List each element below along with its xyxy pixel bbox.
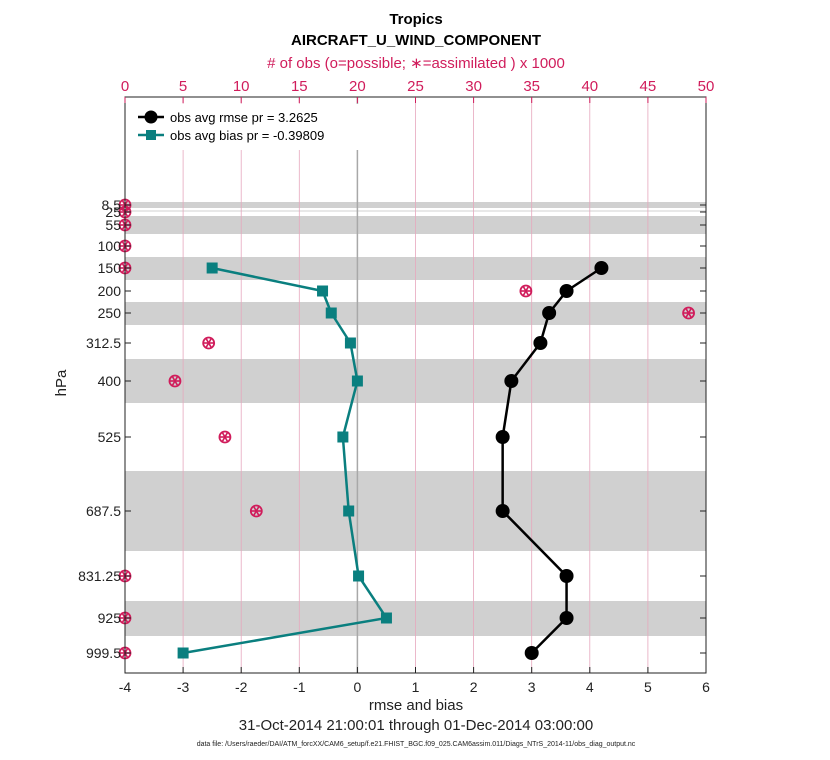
bias-point-687_5 — [343, 505, 355, 517]
obs-assimilated-star-stroke — [171, 376, 179, 386]
x-tick-label-4: 4 — [586, 679, 594, 695]
top-tick-label-35: 35 — [523, 78, 540, 95]
rmse-point-999_5 — [524, 646, 539, 660]
rmse-point-831_25 — [559, 569, 574, 583]
y-tick-label-2: 55 — [105, 217, 121, 233]
bias-point-200 — [317, 285, 329, 297]
y-tick-label-6: 250 — [98, 305, 122, 321]
top-tick-label-45: 45 — [640, 78, 657, 95]
top-tick-label-10: 10 — [233, 78, 250, 95]
y-tick-label-11: 831.25 — [78, 568, 121, 584]
top-tick-label-0: 0 — [121, 78, 129, 95]
top-tick-label-50: 50 — [698, 78, 715, 95]
bias-point-400 — [351, 375, 363, 387]
x-tick-label-3: 3 — [528, 679, 536, 695]
bias-point-150 — [206, 262, 218, 274]
obs-assimilated-star-stroke — [253, 506, 260, 516]
obs-assimilated-star-stroke — [522, 286, 530, 296]
legend-rmse-marker — [144, 110, 158, 124]
obs-marker-400 — [168, 374, 182, 388]
obs-possible-circle — [682, 306, 695, 320]
y-tick-label-5: 200 — [98, 283, 122, 299]
legend: obs avg rmse pr = 3.2625 obs avg bias pr… — [130, 104, 368, 150]
x-tick-label--2: -2 — [235, 679, 248, 695]
y-tick-label-0: 8.5 — [102, 197, 122, 213]
obs-possible-circle — [249, 504, 263, 518]
bias-point-525 — [337, 431, 349, 443]
series-line-obs-avg-rmse — [501, 266, 603, 654]
obs-marker-250 — [682, 306, 695, 320]
legend-bias-marker — [146, 130, 156, 140]
x-tick-label--4: -4 — [119, 679, 132, 695]
obs-marker-200 — [519, 284, 533, 298]
obs-marker-687_5 — [249, 504, 263, 518]
top-tick-label-15: 15 — [291, 78, 308, 95]
x-axis-label: rmse and bias — [369, 697, 463, 714]
data-file-footnote: data file: /Users/raeder/DAI/ATM_forcXX/… — [197, 741, 636, 748]
y-tick-label-9: 525 — [98, 429, 122, 445]
series-lines — [182, 266, 603, 655]
top-tick-label-25: 25 — [407, 78, 424, 95]
y-tick-label-3: 100 — [98, 238, 122, 254]
chart-title: Tropics — [389, 11, 442, 28]
y-tick-label-7: 312.5 — [86, 335, 121, 351]
rmse-point-312_5 — [533, 336, 548, 350]
obs-possible-circle — [202, 336, 216, 350]
bias-point-831_25 — [353, 570, 365, 582]
rmse-point-200 — [559, 284, 574, 298]
x-tick-label-6: 6 — [702, 679, 710, 695]
chart-subtitle: AIRCRAFT_U_WIND_COMPONENT — [291, 32, 541, 49]
y-tick-label-13: 999.5 — [86, 645, 121, 661]
y-axis-label: hPa — [53, 369, 70, 396]
axis-ticks: -4 -3 -2 -1 0 1 2 3 4 5 60 5 10 15 20 25 30 35 40 45 508.525… — [78, 78, 714, 695]
legend-rmse-label: obs avg rmse pr = 3.2625 — [170, 110, 318, 125]
rmse-point-525 — [495, 430, 510, 444]
rmse-point-400 — [504, 374, 519, 388]
obs-possible-circle — [519, 284, 533, 298]
series-line-obs-avg-bias — [182, 266, 388, 655]
obs-possible-circle — [218, 430, 232, 444]
bias-point-999_5 — [177, 647, 189, 659]
legend-box — [130, 104, 368, 150]
top-axis-label: # of obs (o=possible; ∗=assimilated ) x … — [267, 55, 565, 72]
obs-assimilated-star-stroke — [685, 308, 692, 318]
y-tick-label-1: 25 — [105, 204, 121, 220]
top-tick-label-20: 20 — [349, 78, 366, 95]
y-tick-label-10: 687.5 — [86, 503, 121, 519]
obs-possible-circle — [168, 374, 182, 388]
x-tick-label-1: 1 — [412, 679, 420, 695]
series-markers — [177, 261, 609, 660]
top-tick-label-5: 5 — [179, 78, 187, 95]
x-tick-label-5: 5 — [644, 679, 652, 695]
rmse-point-150 — [594, 261, 609, 275]
x-tick-label-0: 0 — [354, 679, 362, 695]
y-tick-label-8: 400 — [98, 373, 122, 389]
obs-assimilated-star-stroke — [221, 432, 229, 442]
x-tick-label--1: -1 — [293, 679, 306, 695]
obs-assimilated-star-stroke — [205, 338, 212, 348]
y-tick-label-4: 150 — [98, 260, 122, 276]
rmse-point-687_5 — [495, 504, 510, 518]
x-tick-label-2: 2 — [470, 679, 478, 695]
top-tick-label-30: 30 — [465, 78, 482, 95]
rmse-point-250 — [542, 306, 557, 320]
bias-point-250 — [325, 307, 337, 319]
obs-marker-312_5 — [202, 336, 216, 350]
bias-point-312_5 — [344, 337, 356, 349]
obs-marker-525 — [218, 430, 232, 444]
legend-bias-label: obs avg bias pr = -0.39809 — [170, 128, 324, 143]
top-tick-label-40: 40 — [581, 78, 598, 95]
x-tick-label--3: -3 — [177, 679, 190, 695]
bias-point-925 — [380, 612, 392, 624]
rmse-point-925 — [559, 611, 574, 625]
date-range-label: 31-Oct-2014 21:00:01 through 01-Dec-2014… — [239, 717, 593, 734]
y-tick-label-12: 925 — [98, 610, 122, 626]
